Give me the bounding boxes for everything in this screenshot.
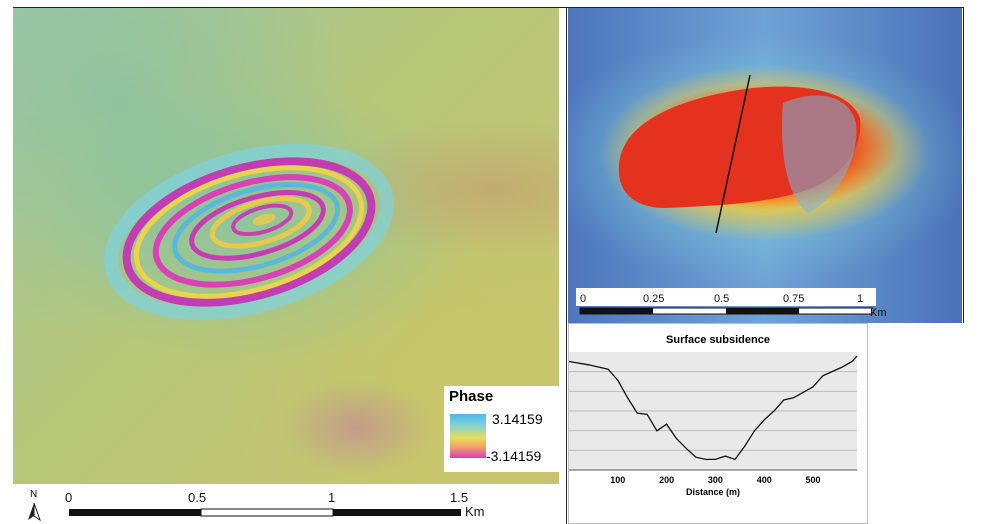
- left-scale-bar: [69, 508, 461, 517]
- fringe-ring: [189, 190, 326, 261]
- subsidence-overlay: 0 0.25 0.5 0.75 1 Km: [576, 74, 887, 319]
- subsidence-series-line: [569, 355, 858, 461]
- right-scale-label-3: 0.75: [783, 293, 804, 305]
- phase-max-label: 3.14159: [492, 411, 543, 427]
- fringe-ring: [133, 165, 365, 299]
- fringe-ring: [103, 143, 395, 321]
- north-label: N: [30, 489, 37, 500]
- fringe-ring: [252, 213, 276, 226]
- subsidence-map: 0 0.25 0.5 0.75 1 Km: [568, 8, 962, 323]
- right-scale-label-0: 0: [580, 293, 586, 305]
- fringe-ring: [231, 203, 294, 237]
- fringe-ring: [122, 157, 376, 307]
- left-scale-area: N 0 0.5 1 1.5 Km: [28, 489, 485, 522]
- north-arrow-icon: [28, 502, 41, 522]
- phase-colorbar: [450, 414, 486, 458]
- profile-x-axis-label: Distance (m): [686, 487, 740, 497]
- x-tick-label: 400: [757, 475, 772, 485]
- right-scale-bar: [579, 307, 874, 315]
- interferogram-map: Phase 3.14159 -3.14159: [13, 8, 559, 484]
- right-scale-unit: Km: [870, 307, 887, 319]
- fringe-ring: [172, 182, 341, 274]
- right-scale-label-1: 0.25: [643, 293, 664, 305]
- x-tick-label: 300: [708, 475, 723, 485]
- subsidence-profile-chart: Surface subsidence 100 200 300 400 500 Dista…: [568, 323, 868, 524]
- right-scale-label-4: 1: [857, 293, 863, 305]
- right-scale-label-2: 0.5: [714, 293, 729, 305]
- frame-divider-line: [566, 7, 567, 524]
- x-tick-label: 100: [610, 475, 625, 485]
- frame-top-line: [13, 7, 963, 8]
- left-scale-unit: Km: [465, 504, 485, 519]
- phase-legend-title: Phase: [449, 388, 494, 405]
- frame-right-line: [963, 7, 964, 323]
- phase-legend: Phase 3.14159 -3.14159: [444, 386, 559, 472]
- interferogram-fringes: [103, 143, 395, 321]
- phase-min-label: -3.14159: [486, 448, 542, 464]
- fringe-ring: [209, 196, 312, 249]
- profile-plot: 100 200 300 400 500 Distance (m): [569, 352, 858, 497]
- profile-chart-title: Surface subsidence: [666, 334, 770, 346]
- subsidence-east-lobe: [782, 95, 857, 213]
- left-scale-label-3: 1.5: [450, 490, 468, 505]
- profile-line: [715, 74, 751, 234]
- left-scale-label-2: 1: [328, 490, 335, 505]
- left-scale-label-0: 0: [65, 490, 72, 505]
- x-tick-label: 200: [659, 475, 674, 485]
- left-scale-label-1: 0.5: [188, 490, 206, 505]
- x-tick-label: 500: [806, 475, 821, 485]
- fringe-ring: [152, 174, 353, 288]
